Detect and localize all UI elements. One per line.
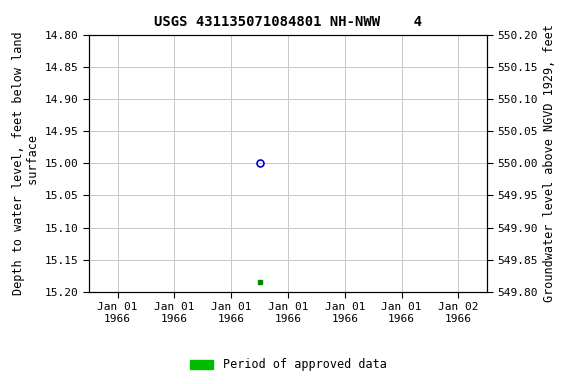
Legend: Period of approved data: Period of approved data [185,354,391,376]
Title: USGS 431135071084801 NH-NWW    4: USGS 431135071084801 NH-NWW 4 [154,15,422,29]
Y-axis label: Depth to water level, feet below land
 surface: Depth to water level, feet below land su… [12,31,40,295]
Y-axis label: Groundwater level above NGVD 1929, feet: Groundwater level above NGVD 1929, feet [543,24,556,302]
